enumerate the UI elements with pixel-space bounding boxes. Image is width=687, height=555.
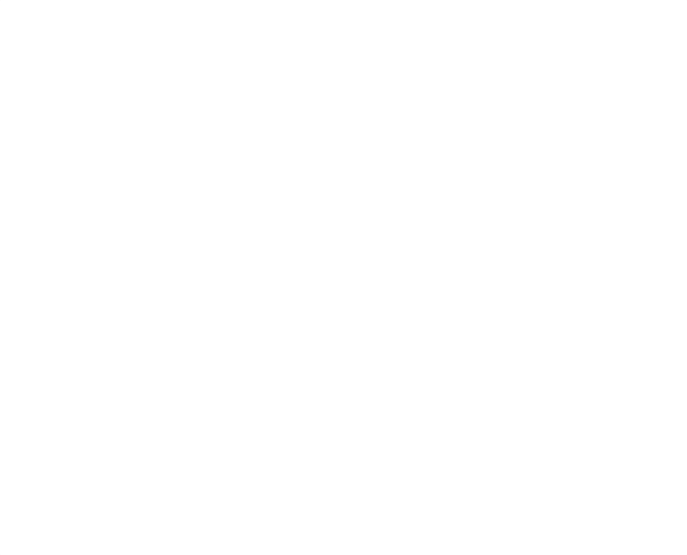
Bar [128, 144, 149, 297]
Bar [32, 109, 54, 297]
Text: ۴۵: ۴۵ [644, 221, 657, 231]
Bar [480, 238, 502, 297]
Bar [576, 249, 597, 297]
Bar [416, 222, 438, 297]
Text: ۶۳: ۶۳ [293, 196, 305, 206]
Text: ۴۹: ۴۹ [453, 215, 465, 225]
Text: ۵۴: ۵۴ [420, 209, 433, 219]
Text: ۳۱: ۳۱ [613, 240, 625, 250]
Text: ۳۵: ۳۵ [581, 235, 594, 245]
Bar [289, 209, 309, 297]
Text: ۱۱۲: ۱۱۲ [98, 128, 116, 138]
Bar [192, 205, 214, 297]
Bar [640, 234, 662, 297]
Bar [609, 254, 629, 297]
Text: ۴۰: ۴۰ [548, 228, 561, 238]
Text: ۷۹: ۷۹ [165, 174, 177, 184]
Text: ۱۲۵: ۱۲۵ [65, 110, 85, 120]
Title: میانگین زمان جذب نیرو در گروه‌های شغلی مختلف در سال ۱۴۰۲: میانگین زمان جذب نیرو در گروه‌های شغلی م… [25, 27, 668, 46]
Text: ۶۶: ۶۶ [229, 192, 241, 202]
Bar [513, 241, 533, 297]
Bar [65, 123, 85, 297]
Text: ۵۶: ۵۶ [389, 206, 401, 216]
Bar [256, 207, 278, 297]
Bar [352, 219, 373, 297]
Bar [545, 241, 565, 297]
Bar [225, 205, 245, 297]
Text: ۴۳: ۴۳ [484, 224, 497, 234]
Text: (روز) ۱۳۵: (روز) ۱۳۵ [18, 96, 68, 106]
Bar [97, 142, 117, 297]
Bar [161, 188, 181, 297]
Text: ۵۹: ۵۹ [324, 201, 337, 211]
Bar [449, 229, 469, 297]
Text: ۵۶: ۵۶ [357, 206, 370, 216]
Text: ۶۶: ۶۶ [196, 192, 210, 202]
Text: ۴۰: ۴۰ [517, 228, 529, 238]
Bar [385, 219, 405, 297]
Text: ۶۵: ۶۵ [260, 193, 273, 203]
Text: ۱۱۰: ۱۱۰ [130, 131, 148, 141]
Bar [321, 215, 341, 297]
